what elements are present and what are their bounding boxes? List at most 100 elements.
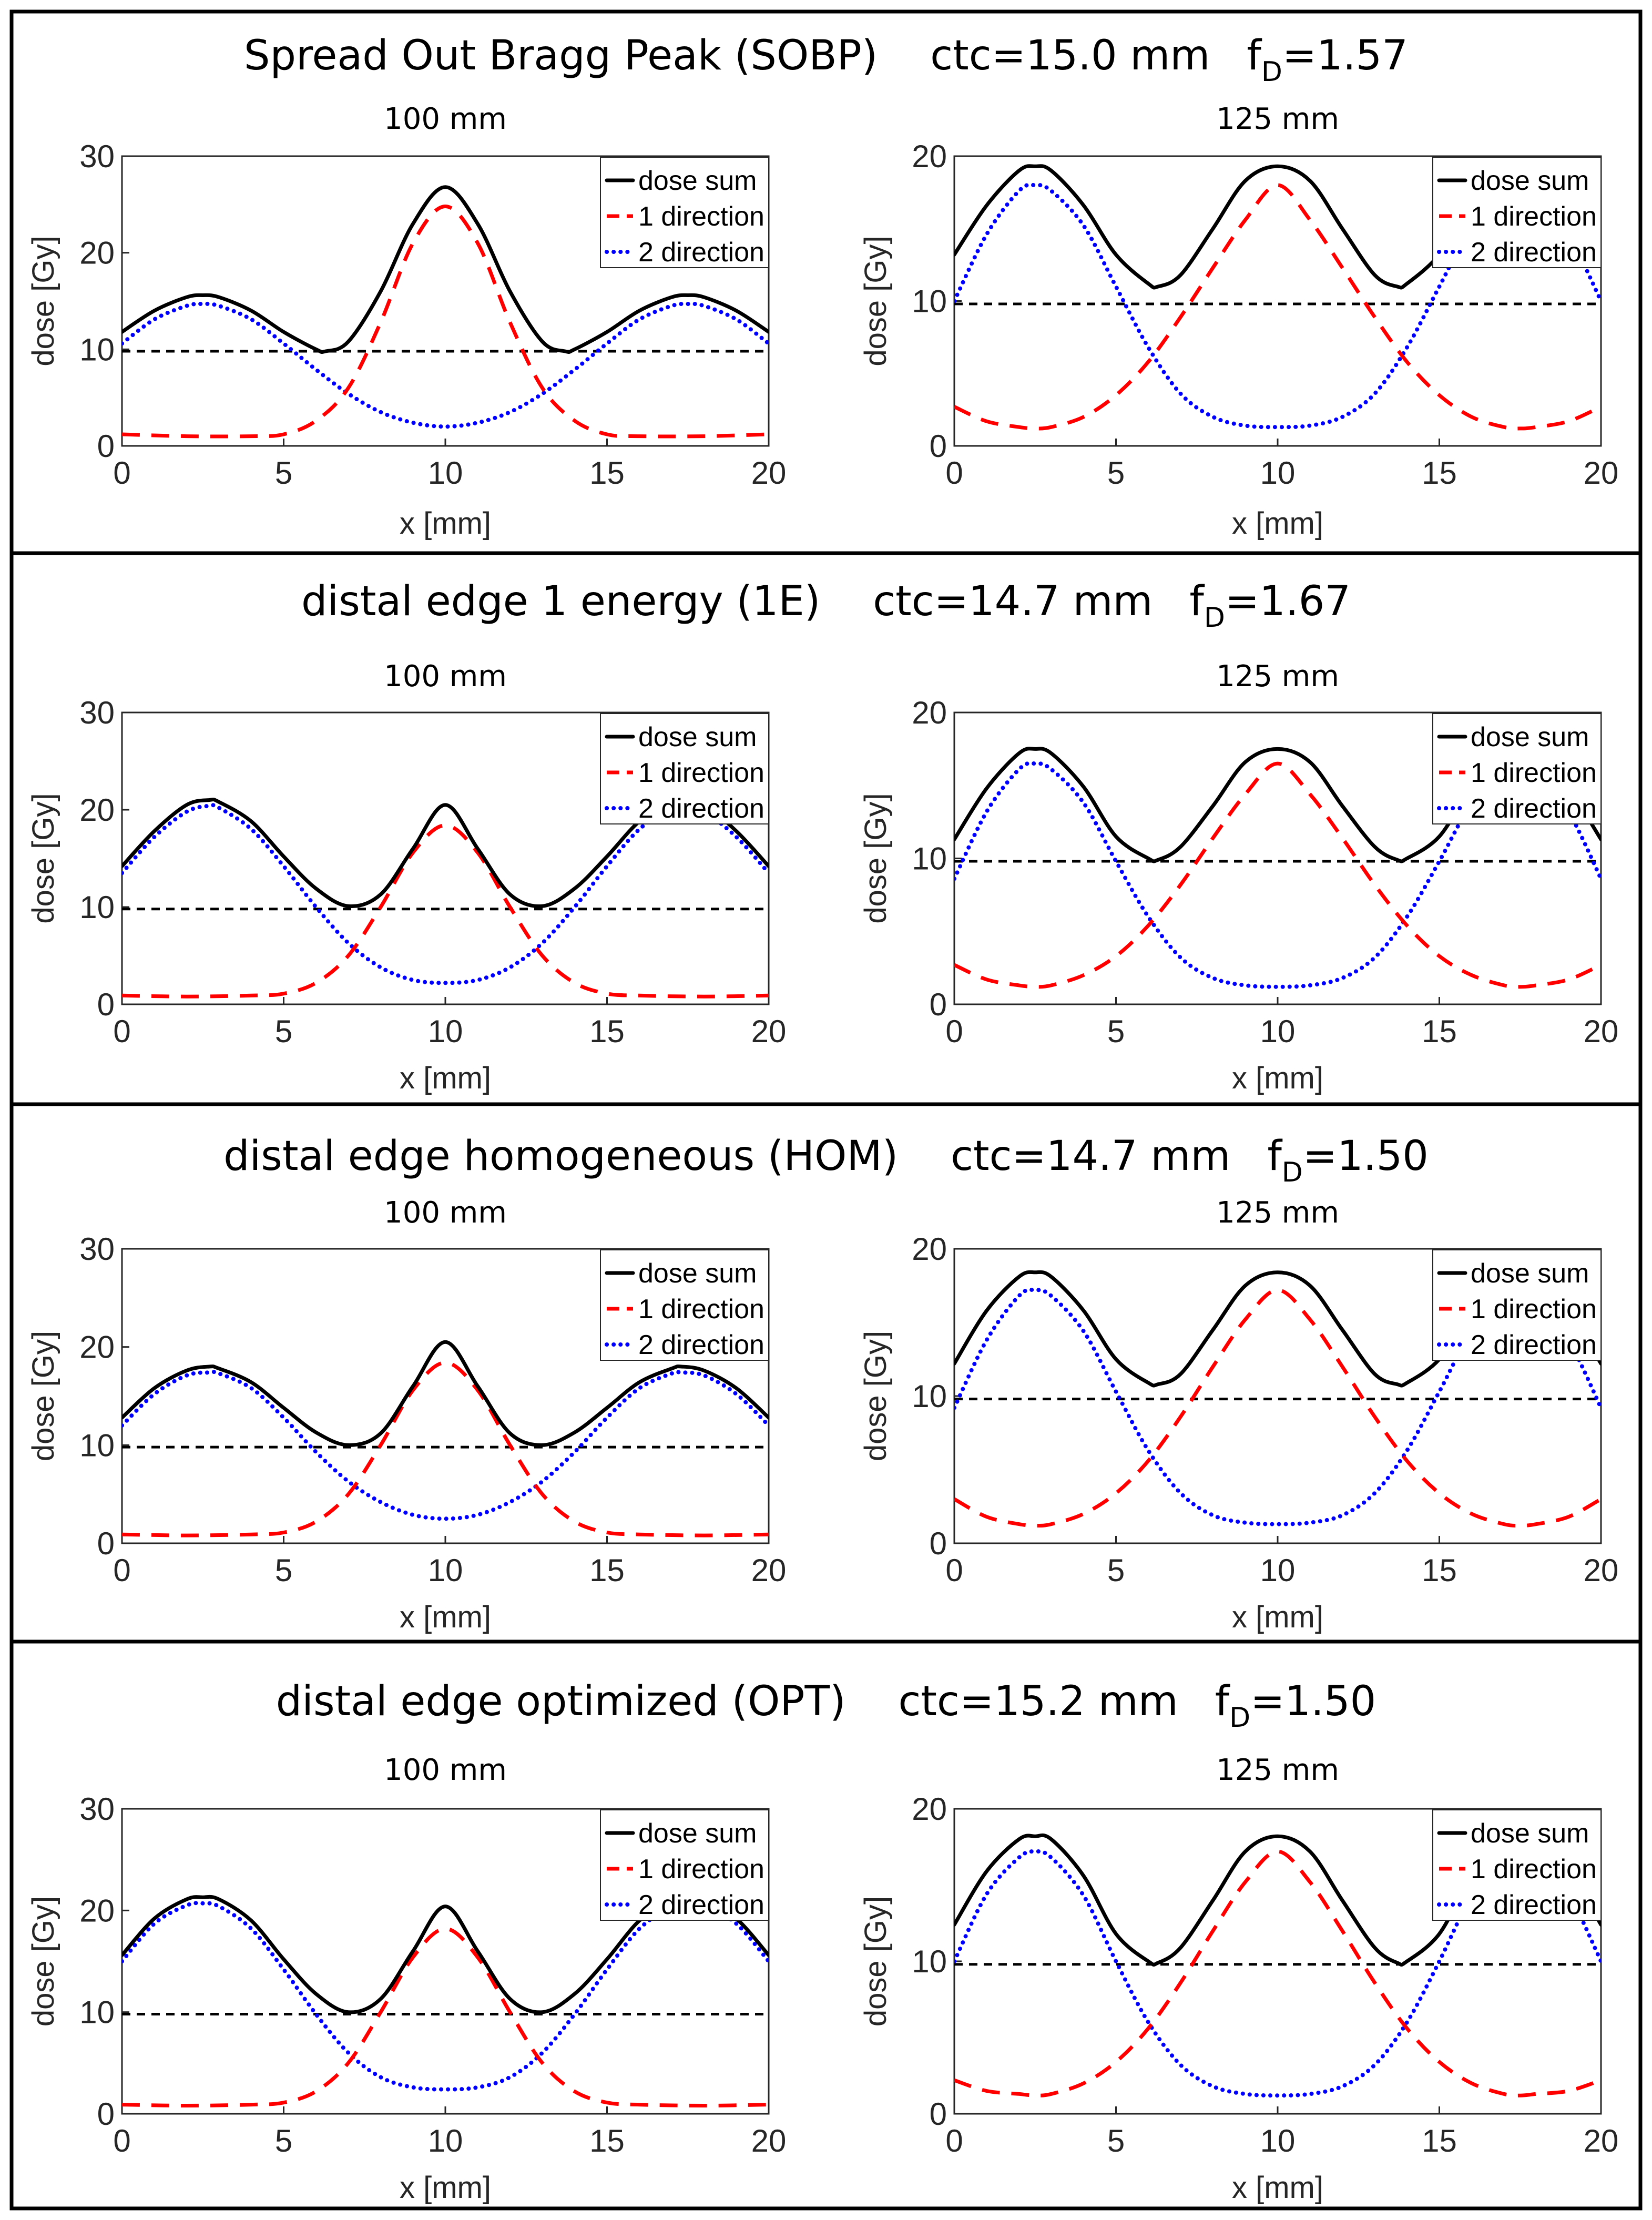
series-1-direction — [122, 823, 769, 999]
subplot-left: 100 mm 0 5 10 15 20 0 10 20 30 x [mm] dose [Gy] dose… — [26, 102, 786, 541]
x-axis-label: x [mm] — [400, 506, 491, 541]
y-tick-label: 20 — [79, 1893, 115, 1928]
legend: dose sum 1 direction 2 direction — [600, 157, 769, 268]
x-tick-label: 20 — [1584, 1553, 1619, 1588]
x-axis-label: x [mm] — [400, 2171, 491, 2205]
fd-value: =1.67 — [1225, 578, 1351, 625]
series-1-direction — [122, 205, 769, 439]
legend: dose sum 1 direction 2 direction — [1432, 713, 1602, 824]
panel-title-name: Spread Out Bragg Peak (SOBP) — [244, 32, 878, 79]
legend-label: 1 direction — [1471, 1854, 1597, 1885]
legend-label: dose sum — [1471, 166, 1589, 196]
x-axis-label: x [mm] — [1232, 1061, 1323, 1095]
x-tick-label: 10 — [1260, 2123, 1296, 2158]
legend-label: 1 direction — [638, 201, 764, 232]
x-tick-label: 0 — [113, 455, 130, 491]
legend-box — [600, 713, 769, 824]
x-tick-label: 0 — [113, 2123, 130, 2158]
panel-title-name: distal edge optimized (OPT) — [276, 1678, 846, 1725]
legend-box — [600, 1249, 769, 1361]
series-2-direction — [122, 1370, 769, 1521]
legend-label: 1 direction — [1471, 201, 1597, 232]
curves — [122, 1340, 769, 1537]
legend-label: dose sum — [638, 1818, 757, 1849]
y-tick-label: 30 — [79, 1231, 115, 1267]
y-axis-label: dose [Gy] — [26, 236, 60, 366]
y-tick-label: 20 — [79, 236, 115, 271]
x-axis-label: x [mm] — [1232, 2171, 1323, 2205]
fd-symbol: f — [1267, 1133, 1282, 1180]
fd-subscript: D — [1229, 1702, 1250, 1734]
subplot-left: 100 mm 0 5 10 15 20 0 10 20 30 x [mm] dose [Gy] dose… — [26, 659, 786, 1095]
x-axis-label: x [mm] — [400, 1061, 491, 1095]
ctc-value: ctc=15.2 mm — [899, 1678, 1178, 1725]
y-tick-label: 0 — [97, 429, 115, 464]
series-2-direction — [122, 301, 769, 429]
x-tick-label: 20 — [751, 455, 787, 491]
legend-label: 1 direction — [1471, 1294, 1597, 1325]
series-2-direction — [954, 1287, 1601, 1526]
y-axis-label: dose [Gy] — [26, 1331, 60, 1461]
y-tick-label: 10 — [79, 890, 115, 925]
x-tick-label: 20 — [751, 2123, 787, 2158]
x-axis-label: x [mm] — [400, 1600, 491, 1634]
x-tick-label: 0 — [945, 2123, 963, 2158]
fd-symbol: f — [1247, 32, 1262, 79]
panel-title: distal edge optimized (OPT) ctc=15.2 mm fD… — [276, 1678, 1376, 1734]
legend-label: 1 direction — [638, 758, 764, 788]
y-tick-label: 10 — [912, 1379, 947, 1414]
x-tick-label: 15 — [1422, 1553, 1457, 1588]
x-tick-label: 5 — [1107, 1014, 1125, 1049]
y-tick-label: 30 — [79, 139, 115, 174]
x-tick-label: 15 — [589, 1553, 625, 1588]
y-tick-label: 0 — [97, 987, 115, 1022]
legend-label: dose sum — [1471, 722, 1589, 752]
fd-subscript: D — [1204, 602, 1225, 634]
x-axis-label: x [mm] — [1232, 1600, 1323, 1634]
legend-label: dose sum — [638, 1258, 757, 1289]
panel-title-name: distal edge homogeneous (HOM) — [223, 1133, 898, 1180]
y-tick-label: 0 — [930, 429, 947, 464]
x-tick-label: 10 — [428, 1014, 463, 1049]
subplot-title: 100 mm — [384, 102, 507, 136]
panel-4: distal edge optimized (OPT) ctc=15.2 mm fD… — [9, 1639, 1643, 2211]
x-tick-label: 10 — [428, 455, 463, 491]
x-tick-label: 10 — [1260, 1553, 1296, 1588]
y-tick-label: 10 — [912, 284, 947, 319]
y-tick-label: 30 — [79, 695, 115, 730]
y-axis-label: dose [Gy] — [26, 1896, 60, 2026]
subplot-title: 125 mm — [1216, 1196, 1339, 1230]
x-tick-label: 5 — [1107, 455, 1125, 491]
y-tick-label: 10 — [79, 1428, 115, 1463]
fd-subscript: D — [1282, 1157, 1303, 1188]
x-tick-label: 20 — [751, 1553, 787, 1588]
x-tick-label: 20 — [751, 1014, 787, 1049]
series-1-direction — [954, 761, 1601, 989]
legend-label: dose sum — [638, 722, 757, 752]
fd-value: =1.50 — [1303, 1133, 1429, 1180]
x-tick-label: 5 — [1107, 1553, 1125, 1588]
x-tick-label: 5 — [275, 455, 292, 491]
y-axis-label: dose [Gy] — [859, 1896, 893, 2026]
x-tick-label: 15 — [1422, 2123, 1457, 2158]
x-tick-label: 10 — [428, 1553, 463, 1588]
legend-box — [1432, 1809, 1602, 1921]
legend-label: 2 direction — [1471, 1890, 1597, 1920]
legend-label: 1 direction — [1471, 758, 1597, 788]
x-tick-label: 20 — [1584, 1014, 1619, 1049]
y-tick-label: 20 — [912, 1231, 947, 1267]
legend-label: 2 direction — [638, 793, 764, 824]
legend-label: 2 direction — [1471, 237, 1597, 268]
y-tick-label: 20 — [912, 695, 947, 730]
legend-label: 1 direction — [638, 1854, 764, 1885]
y-tick-label: 0 — [97, 1526, 115, 1561]
panel-2: distal edge 1 energy (1E) ctc=14.7 mm fD=1… — [9, 551, 1643, 1106]
x-tick-label: 20 — [1584, 2123, 1619, 2158]
x-tick-label: 10 — [1260, 1014, 1296, 1049]
series-1-direction — [122, 1361, 769, 1537]
panel-title: Spread Out Bragg Peak (SOBP) ctc=15.0 mm f… — [244, 32, 1408, 88]
y-axis-label: dose [Gy] — [26, 793, 60, 923]
y-tick-label: 0 — [97, 2096, 115, 2132]
legend-box — [1432, 1249, 1602, 1361]
legend-label: 2 direction — [638, 1330, 764, 1360]
